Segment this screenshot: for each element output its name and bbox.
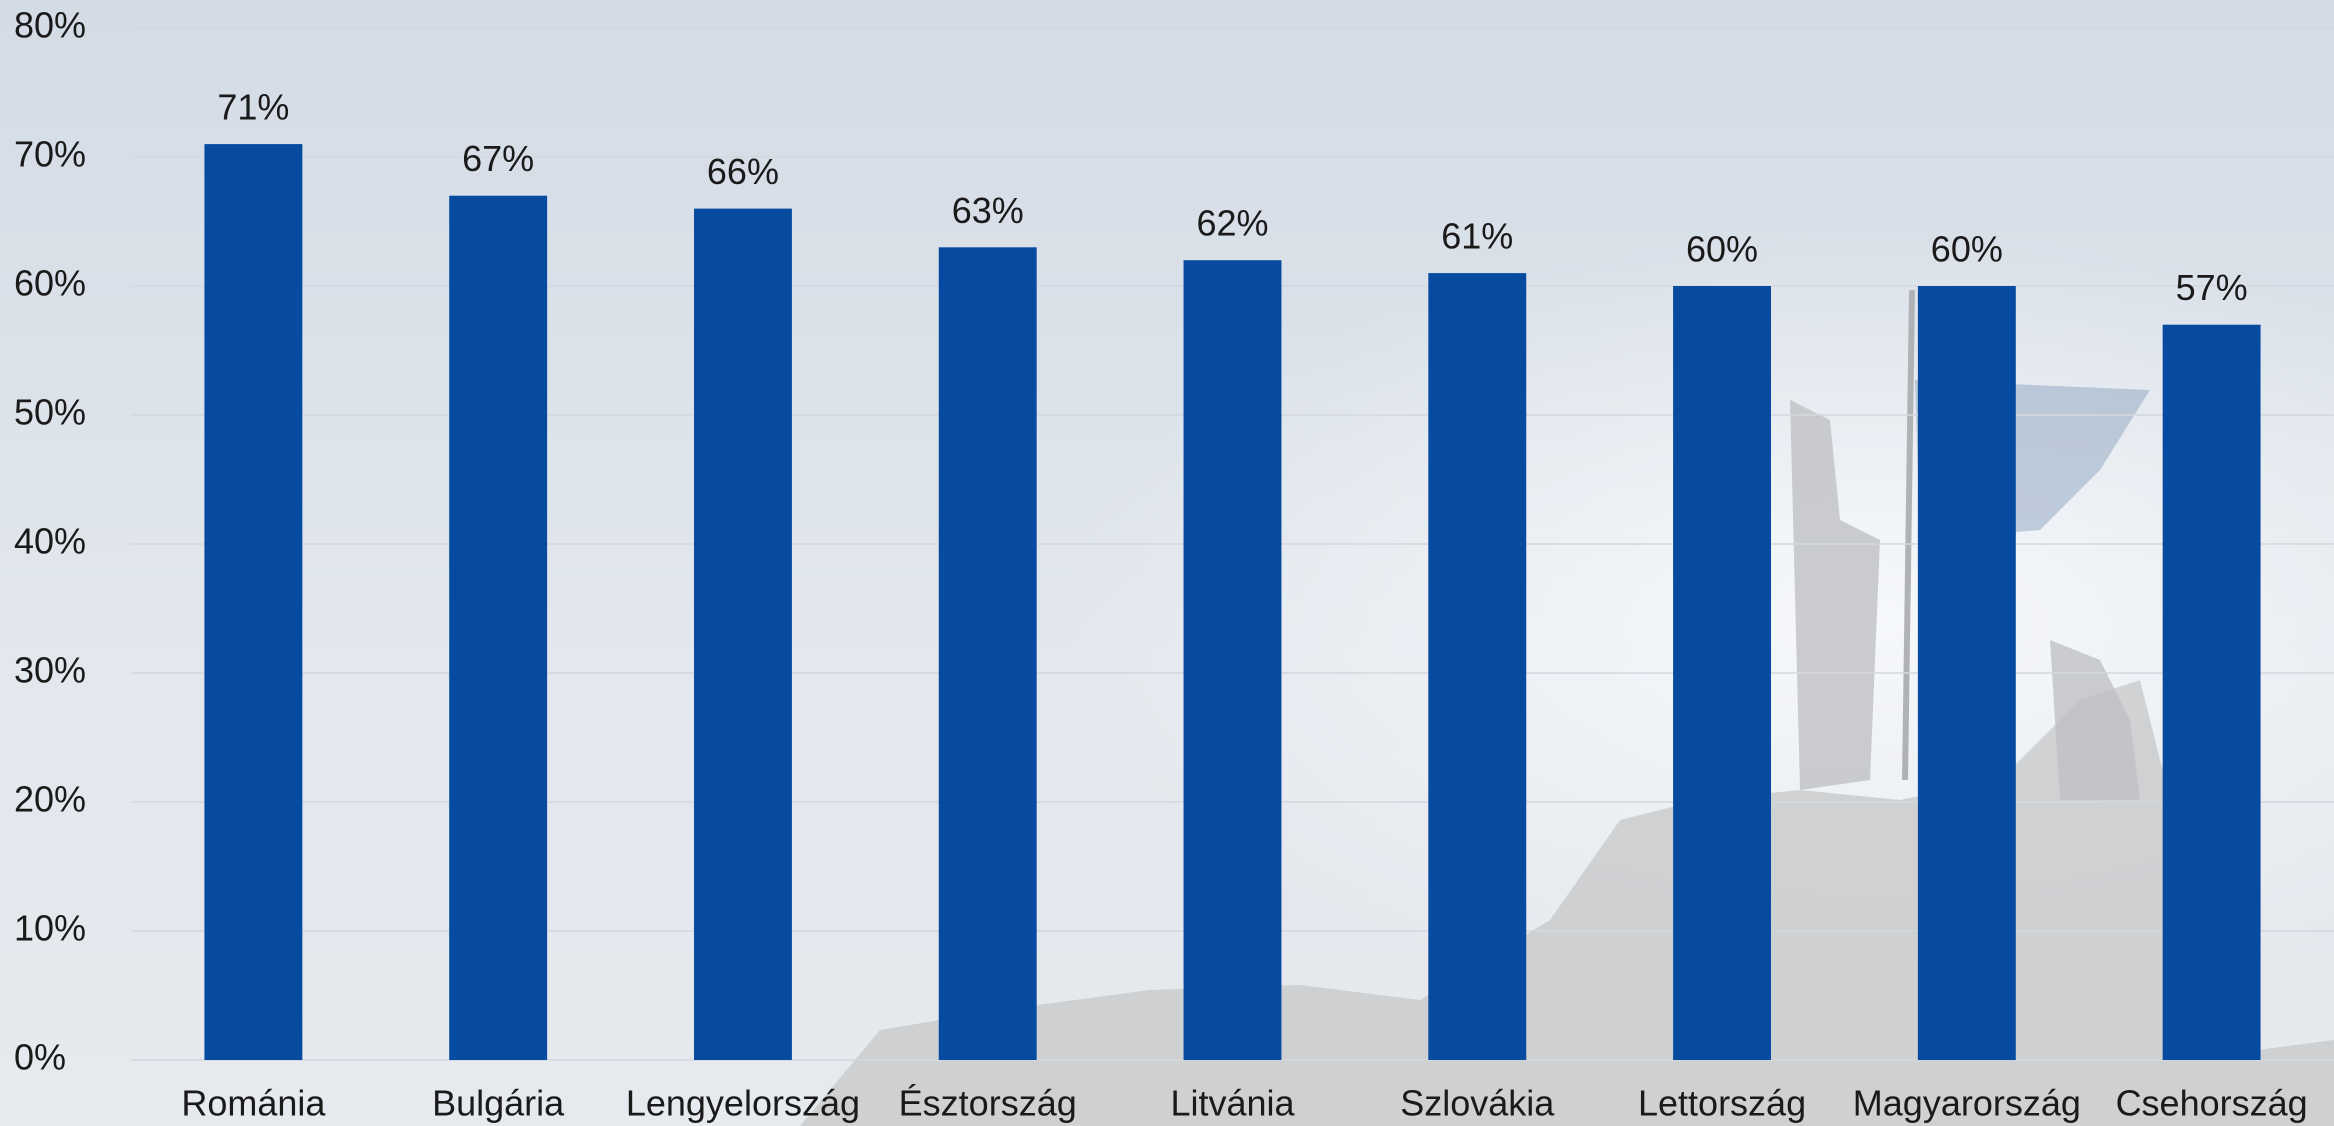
y-tick-label: 60% (14, 263, 86, 304)
bar (1183, 260, 1282, 1060)
x-tick-label: Lettország (1638, 1083, 1806, 1124)
bar (693, 208, 792, 1061)
value-label: 71% (217, 87, 289, 128)
x-tick-label: Bulgária (432, 1083, 565, 1124)
x-tick-label: Lengyelország (626, 1083, 860, 1124)
y-tick-label: 10% (14, 908, 86, 949)
value-label: 61% (1441, 216, 1513, 257)
value-label: 63% (952, 190, 1024, 231)
y-tick-label: 80% (14, 5, 86, 46)
y-tick-label: 30% (14, 650, 86, 691)
y-tick-label: 20% (14, 779, 86, 820)
value-label: 60% (1686, 229, 1758, 270)
bar (449, 195, 548, 1060)
y-tick-label: 50% (14, 392, 86, 433)
x-tick-label: Magyarország (1853, 1083, 2081, 1124)
value-label: 67% (462, 138, 534, 179)
bar (1917, 286, 2016, 1060)
x-tick-label: Észtország (899, 1083, 1077, 1124)
y-tick-label: 0% (14, 1037, 66, 1078)
x-tick-label: Románia (181, 1083, 326, 1124)
y-tick-label: 70% (14, 134, 86, 175)
bar (204, 144, 303, 1061)
bar (938, 247, 1037, 1061)
background-figures (1790, 400, 2140, 800)
background-flagpole (1902, 289, 1915, 781)
bar (2162, 324, 2261, 1060)
bar (1428, 273, 1527, 1061)
value-label: 66% (707, 151, 779, 192)
value-label: 62% (1196, 203, 1268, 244)
value-label: 57% (2176, 267, 2248, 308)
x-tick-label: Litvánia (1170, 1083, 1295, 1124)
bar (1673, 286, 1772, 1060)
value-label: 60% (1931, 229, 2003, 270)
x-tick-label: Szlovákia (1400, 1083, 1555, 1124)
x-tick-label: Csehország (2116, 1083, 2308, 1124)
y-tick-label: 40% (14, 521, 86, 562)
